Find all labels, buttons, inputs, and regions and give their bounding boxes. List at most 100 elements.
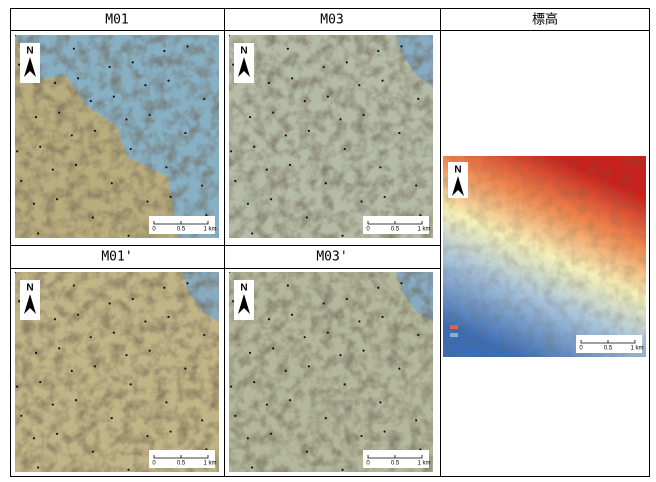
dot	[52, 168, 54, 170]
dot	[184, 132, 186, 134]
dot	[253, 381, 255, 383]
dot	[415, 419, 417, 421]
dot	[232, 300, 234, 302]
dot	[127, 235, 129, 237]
dot	[127, 469, 129, 471]
dot	[201, 184, 203, 186]
dot	[232, 64, 234, 66]
dot	[339, 118, 341, 120]
north-label: N	[240, 46, 247, 57]
dot	[291, 314, 293, 316]
dot	[346, 298, 348, 300]
dot	[381, 80, 383, 82]
dot	[249, 352, 251, 354]
dot	[268, 318, 270, 320]
dot	[247, 203, 249, 205]
dot	[111, 182, 113, 184]
dot	[272, 347, 274, 349]
dot	[398, 132, 400, 134]
scale-label: 1 km	[417, 227, 430, 233]
dot	[52, 403, 54, 405]
dot	[14, 271, 16, 273]
dot	[234, 180, 236, 182]
dot	[146, 435, 148, 437]
scale-label: 0.5	[391, 461, 400, 467]
dot	[327, 95, 329, 97]
dot	[37, 232, 39, 234]
dot	[33, 203, 35, 205]
dot	[306, 216, 308, 218]
dot	[109, 66, 111, 68]
dot	[325, 182, 327, 184]
scale-label: 1 km	[203, 461, 216, 467]
dot	[111, 417, 113, 419]
dot	[379, 166, 381, 168]
dot	[346, 61, 348, 63]
dot	[285, 134, 287, 136]
dot	[73, 48, 75, 50]
dot	[130, 383, 132, 385]
dot	[377, 50, 379, 52]
dot	[308, 365, 310, 367]
dot	[20, 180, 22, 182]
dot	[323, 66, 325, 68]
dot	[77, 77, 79, 79]
north-label: N	[240, 283, 247, 294]
relief-texture	[15, 272, 219, 472]
dot	[398, 368, 400, 370]
dot	[71, 134, 73, 136]
dot	[16, 150, 18, 152]
dot	[249, 116, 251, 118]
column-header: M01	[105, 13, 128, 28]
dot	[270, 198, 272, 200]
dot	[230, 150, 232, 152]
map-image: N00.51 km	[443, 156, 646, 357]
dot	[306, 451, 308, 453]
dot	[37, 466, 39, 468]
dot	[132, 61, 134, 63]
dot	[341, 235, 343, 237]
dot	[167, 80, 169, 82]
dot	[94, 365, 96, 367]
dot	[325, 417, 327, 419]
dot	[39, 146, 41, 148]
dot	[266, 168, 268, 170]
dot	[323, 302, 325, 304]
scale-label: 1 km	[203, 227, 216, 233]
dot	[379, 401, 381, 403]
scale-label: 0.5	[391, 227, 400, 233]
dot	[304, 100, 306, 102]
dot	[14, 34, 16, 36]
dot	[167, 316, 169, 318]
dot	[90, 100, 92, 102]
dot	[341, 469, 343, 471]
dot	[18, 300, 20, 302]
dot	[35, 116, 37, 118]
relief-texture	[229, 272, 433, 472]
dot	[415, 184, 417, 186]
dot	[287, 48, 289, 50]
scale-label: 1 km	[630, 346, 643, 352]
dot	[125, 354, 127, 356]
dot	[289, 399, 291, 401]
dot	[132, 298, 134, 300]
dot	[381, 316, 383, 318]
dot	[170, 196, 172, 198]
dot	[148, 350, 150, 352]
legend-swatch	[450, 325, 458, 329]
dot	[75, 164, 77, 166]
scale-label: 0.5	[604, 346, 613, 352]
dot	[35, 352, 37, 354]
dot	[268, 82, 270, 84]
legend-swatch	[450, 333, 458, 337]
dot	[203, 334, 205, 336]
dot	[18, 64, 20, 66]
dot	[251, 466, 253, 468]
dot	[285, 370, 287, 372]
relief-texture	[443, 156, 646, 357]
dot	[16, 386, 18, 388]
map-image: N00.51 km	[228, 271, 433, 472]
page: M01 M03 標高 M01' M03' N00.51 kmN00.51 kmN…	[0, 0, 656, 482]
dot	[144, 320, 146, 322]
